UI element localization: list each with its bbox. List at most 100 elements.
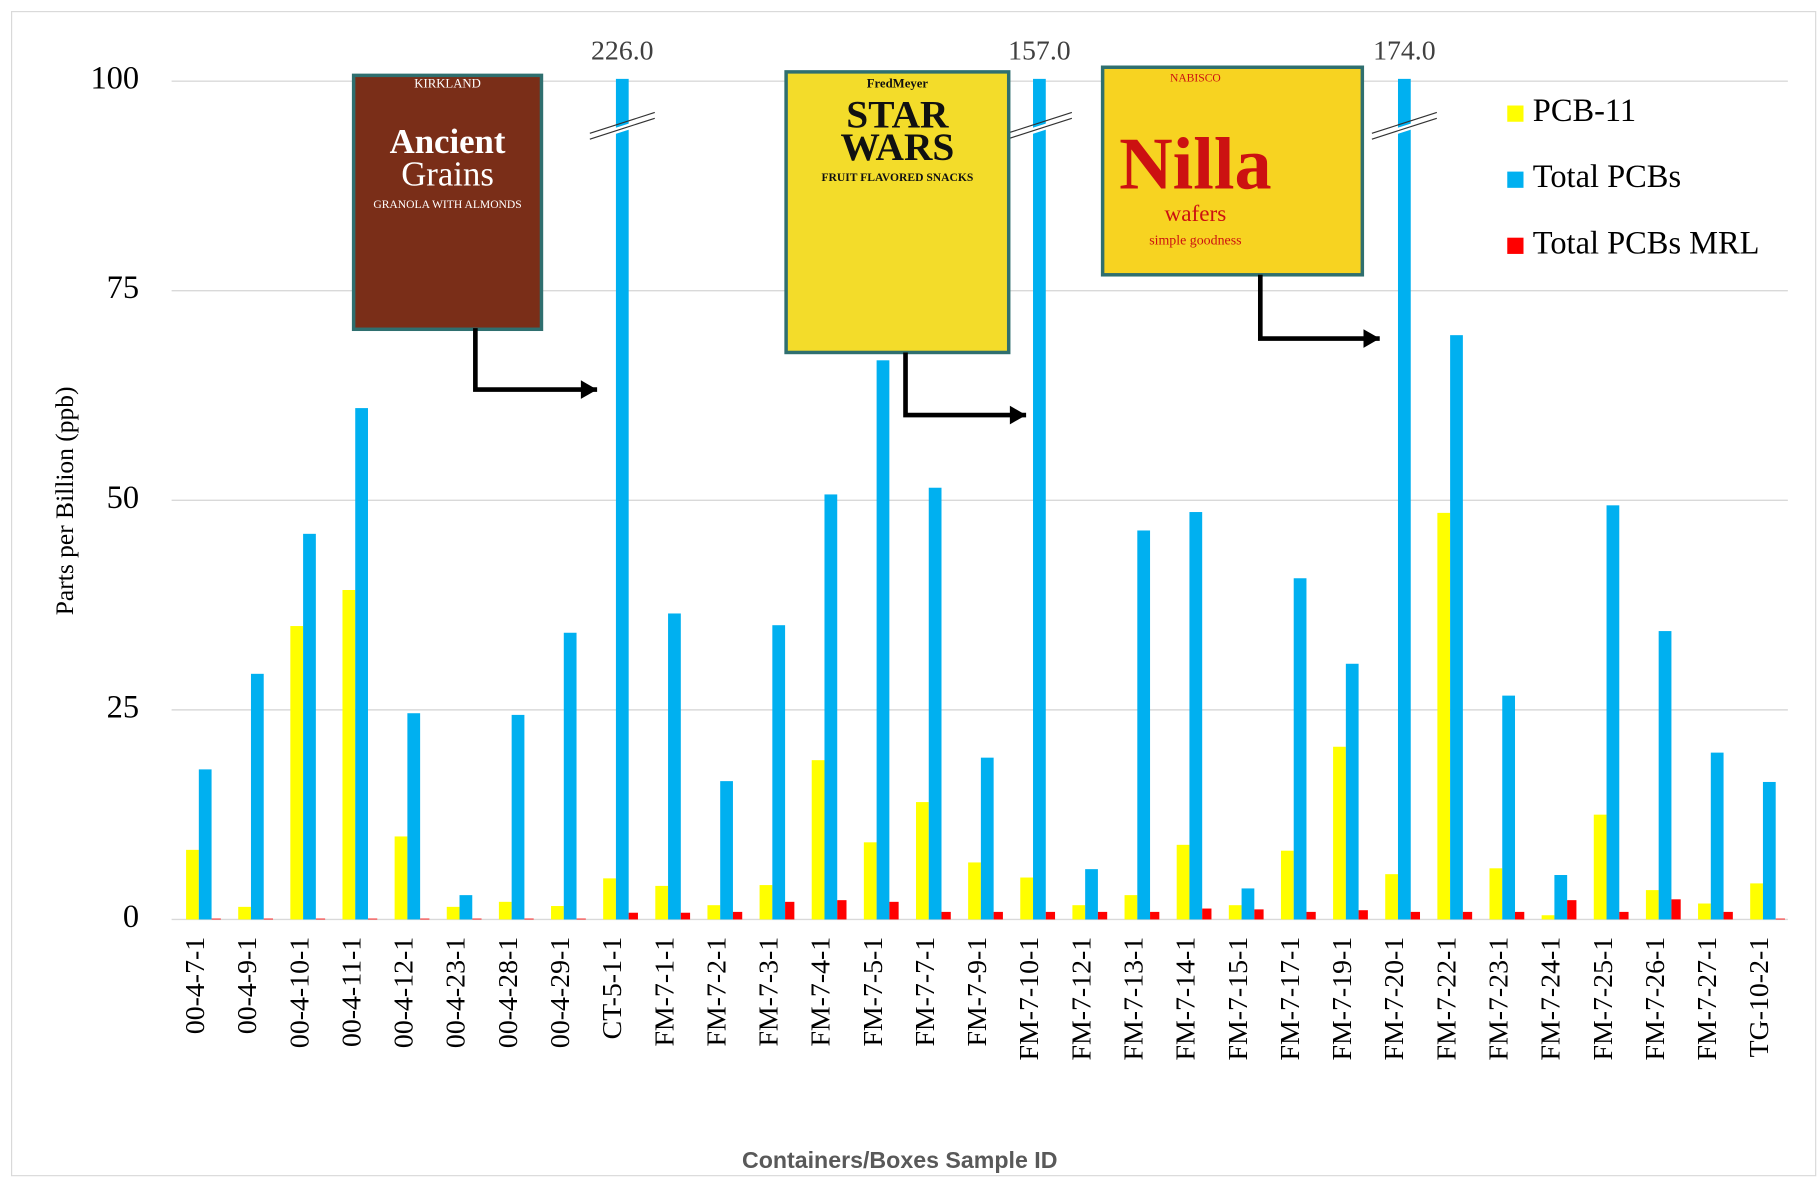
bar (1072, 905, 1086, 920)
x-tick-label: FM-7-27-1 (1692, 937, 1723, 1061)
axis-break (1371, 117, 1438, 140)
bar (1189, 512, 1203, 920)
x-tick-label: FM-7-2-1 (701, 937, 732, 1047)
bar (1097, 911, 1108, 920)
bar (772, 625, 786, 920)
bar (1541, 915, 1555, 920)
bar (811, 760, 825, 920)
bar (941, 911, 951, 920)
x-tick-label: 00-4-28-1 (493, 937, 524, 1048)
bar (628, 912, 638, 920)
bar (1202, 908, 1212, 920)
bar (446, 906, 460, 920)
bar (1085, 869, 1098, 920)
product-text: Nilla (1119, 124, 1272, 206)
bar (1750, 883, 1763, 920)
bar (1645, 890, 1659, 920)
y-tick-label: 0 (123, 899, 139, 935)
x-tick-label: FM-7-23-1 (1483, 937, 1514, 1061)
product-text: GRANOLA WITH ALMONDS (373, 198, 521, 211)
product-image (1100, 65, 1365, 277)
bar (1410, 911, 1421, 920)
product-image (784, 70, 1011, 355)
x-tick-label: FM-7-9-1 (962, 937, 993, 1047)
bar (824, 494, 838, 920)
x-tick-label: FM-7-7-1 (910, 937, 941, 1047)
x-tick-label: TG-10-2-1 (1744, 937, 1775, 1057)
bar (1593, 814, 1607, 920)
x-tick-label: FM-7-19-1 (1327, 937, 1358, 1061)
bar (211, 918, 221, 920)
x-tick-label: 00-4-11-1 (336, 937, 367, 1047)
value-label: 174.0 (1373, 36, 1436, 67)
bar (837, 900, 847, 920)
x-tick-label: FM-7-14-1 (1171, 937, 1202, 1061)
bar (238, 906, 251, 920)
x-tick-label: FM-7-15-1 (1223, 937, 1254, 1061)
bar (980, 757, 994, 920)
bar (680, 912, 691, 920)
x-tick-label: FM-7-13-1 (1119, 937, 1150, 1061)
bar (1176, 844, 1190, 920)
bar (355, 408, 368, 920)
product-text: FRUIT FLAVORED SNACKS (821, 171, 973, 184)
bar (315, 918, 326, 920)
bar (1619, 911, 1629, 920)
bar (1502, 695, 1516, 920)
y-tick-label: 50 (107, 480, 139, 516)
bar (928, 487, 942, 920)
x-tick-label: FM-7-4-1 (806, 937, 837, 1047)
axis-break (589, 111, 655, 134)
bar (1450, 335, 1463, 920)
x-tick-label: FM-7-22-1 (1431, 937, 1462, 1061)
bar (1241, 888, 1255, 920)
bar (290, 626, 304, 920)
x-tick-label: 00-4-7-1 (180, 937, 211, 1034)
y-tick-label: 100 (90, 61, 139, 97)
bar (1658, 631, 1672, 920)
bar (1333, 746, 1346, 920)
y-tick-label: 75 (107, 270, 139, 306)
bar (759, 885, 773, 920)
legend-swatch (1507, 237, 1524, 254)
bar (1033, 78, 1046, 920)
bar (889, 901, 899, 920)
legend-label: Total PCBs (1533, 159, 1681, 195)
bar (1150, 911, 1160, 920)
arrow-head (580, 380, 598, 399)
bar (876, 360, 890, 920)
bar (1045, 911, 1056, 920)
bar (1358, 910, 1368, 920)
axis-break (1006, 117, 1073, 140)
bar (198, 769, 212, 920)
arrow (903, 352, 1027, 418)
product-text: wafers (1164, 201, 1226, 227)
x-tick-label: 00-4-29-1 (545, 937, 576, 1048)
axis-break (1006, 111, 1073, 134)
bar (707, 905, 721, 920)
bar (785, 901, 795, 920)
bar (732, 911, 743, 920)
x-tick-label: 00-4-9-1 (232, 937, 263, 1034)
x-tick-label: 00-4-23-1 (441, 937, 472, 1048)
arrow (1257, 274, 1380, 341)
bar (1020, 877, 1034, 920)
bar (511, 714, 525, 920)
x-tick-label: FM-7-17-1 (1275, 937, 1306, 1061)
bar (1606, 505, 1620, 920)
bar (1437, 512, 1451, 920)
bar (615, 78, 629, 920)
bar (1293, 578, 1307, 920)
bar (1397, 78, 1411, 920)
bar (1489, 868, 1503, 920)
bar (668, 613, 681, 920)
bar (863, 842, 877, 920)
x-tick-label: FM-7-12-1 (1066, 937, 1097, 1061)
bar (968, 862, 981, 920)
y-tick-label: 25 (107, 689, 139, 725)
bar (576, 918, 586, 920)
product-text: FredMeyer (867, 77, 929, 91)
x-tick-label: FM-7-26-1 (1640, 937, 1671, 1061)
legend-label: PCB-11 (1533, 93, 1636, 129)
